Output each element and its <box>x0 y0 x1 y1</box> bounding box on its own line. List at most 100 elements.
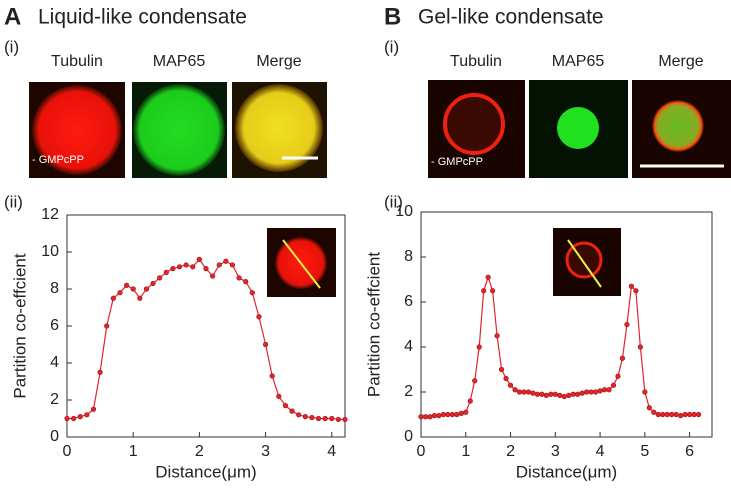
data-point <box>137 295 143 301</box>
x-tick-label: 1 <box>129 443 138 460</box>
data-point <box>512 387 518 393</box>
data-point <box>494 333 500 339</box>
sub-label: (ii) <box>4 192 23 211</box>
x-tick-label: 4 <box>596 443 605 460</box>
image-note: - GMPcPP <box>431 156 483 168</box>
data-point <box>669 411 675 418</box>
y-tick-label: 10 <box>395 203 413 220</box>
data-point <box>660 411 666 418</box>
data-point <box>84 412 90 418</box>
image-note: - GMPcPP <box>32 154 84 166</box>
x-tick-label: 3 <box>261 443 270 460</box>
x-tick-label: 0 <box>417 443 426 460</box>
y-axis-label: Partition co-effcient <box>364 252 383 397</box>
data-point <box>130 286 136 292</box>
data-point <box>539 391 545 397</box>
data-point <box>302 414 308 420</box>
data-point <box>525 389 532 395</box>
data-point <box>436 413 442 419</box>
data-point <box>534 391 541 397</box>
data-point <box>449 411 455 418</box>
data-point <box>687 411 693 418</box>
data-point <box>229 262 236 268</box>
image-label: Tubulin <box>51 53 103 70</box>
data-point <box>203 266 209 272</box>
data-point <box>543 392 549 398</box>
panel-title: Gel-like condensate <box>418 6 604 29</box>
data-point <box>521 389 527 395</box>
data-point <box>579 390 585 396</box>
sub-label: (ii) <box>384 192 403 211</box>
data-point <box>597 388 603 394</box>
data-point <box>637 344 643 350</box>
data-point <box>183 262 189 268</box>
data-point <box>454 411 460 418</box>
image-label: MAP65 <box>552 53 605 70</box>
data-point <box>123 282 130 288</box>
data-point <box>157 275 163 281</box>
data-point <box>315 415 322 422</box>
y-tick-label: 4 <box>50 354 59 371</box>
data-point <box>682 411 688 418</box>
sub-label: (i) <box>4 37 19 56</box>
data-point <box>557 392 563 398</box>
image-row-b <box>428 80 731 178</box>
data-point <box>476 344 482 350</box>
data-point <box>276 393 282 399</box>
data-point <box>490 288 496 294</box>
y-axis-label: Partition co-effcient <box>10 253 29 398</box>
data-point <box>422 414 429 420</box>
data-point <box>190 264 196 270</box>
data-point <box>342 416 348 423</box>
data-point <box>223 258 229 264</box>
data-point <box>427 414 433 420</box>
data-point <box>566 392 572 398</box>
data-point <box>329 415 335 422</box>
y-tick-label: 0 <box>50 428 59 445</box>
data-point <box>575 391 581 397</box>
data-point <box>552 391 558 397</box>
inset-b <box>553 228 621 296</box>
x-tick-label: 2 <box>506 443 515 460</box>
data-point <box>673 411 679 418</box>
data-point <box>289 408 295 414</box>
data-point <box>322 415 328 422</box>
y-tick-label: 8 <box>50 280 59 297</box>
y-tick-label: 6 <box>404 293 413 310</box>
data-point <box>624 321 630 328</box>
data-point <box>664 411 670 418</box>
x-tick-label: 3 <box>551 443 560 460</box>
data-point <box>236 275 242 281</box>
y-tick-label: 8 <box>404 248 413 265</box>
data-point <box>97 369 103 375</box>
data-point <box>633 288 639 294</box>
data-point <box>498 366 505 373</box>
data-point <box>570 391 576 397</box>
x-tick-label: 1 <box>461 443 470 460</box>
y-tick-label: 2 <box>50 391 59 408</box>
y-tick-label: 4 <box>404 338 413 355</box>
data-point <box>507 382 514 388</box>
data-point <box>431 413 438 419</box>
data-point <box>655 411 661 418</box>
x-tick-label: 6 <box>685 443 694 460</box>
data-point <box>615 373 621 379</box>
image-label: Merge <box>256 53 301 70</box>
data-point <box>584 389 590 395</box>
data-point <box>606 387 612 393</box>
data-point <box>296 412 302 418</box>
data-point <box>588 389 594 395</box>
data-point <box>117 290 123 296</box>
y-tick-label: 6 <box>50 317 59 334</box>
y-tick-label: 12 <box>41 206 59 223</box>
data-point <box>163 269 169 275</box>
data-point <box>418 414 424 420</box>
sub-label: (i) <box>384 37 399 56</box>
data-point <box>458 410 464 416</box>
inset-a <box>267 228 336 297</box>
image-label: Tubulin <box>450 53 502 70</box>
x-axis-label: Distance(μm) <box>155 462 256 481</box>
data-point <box>90 406 97 412</box>
data-point <box>548 391 554 397</box>
data-point <box>678 413 684 419</box>
